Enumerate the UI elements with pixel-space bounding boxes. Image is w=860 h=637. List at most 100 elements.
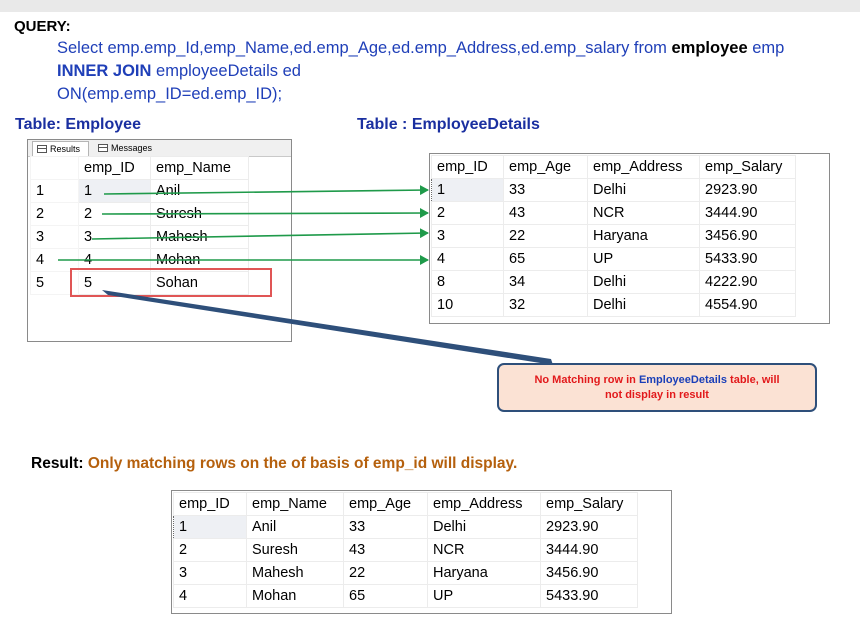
table-cell[interactable]: UP xyxy=(427,584,541,608)
table-cell[interactable]: 2 xyxy=(78,202,151,226)
query-alias: emp xyxy=(747,39,785,57)
column-header[interactable]: emp_Age xyxy=(503,155,588,179)
column-header[interactable]: emp_Age xyxy=(343,492,428,516)
table-cell[interactable]: 22 xyxy=(503,224,588,248)
table-cell[interactable]: 32 xyxy=(503,293,588,317)
table-cell[interactable]: 3 xyxy=(431,224,504,248)
table-cell[interactable]: 5433.90 xyxy=(699,247,796,271)
table-cell[interactable]: Haryana xyxy=(587,224,700,248)
table-cell[interactable]: 65 xyxy=(343,584,428,608)
table-row[interactable]: 8 34 Delhi 4222.90 xyxy=(431,270,796,294)
unmatched-row-highlight xyxy=(70,268,272,297)
table-cell[interactable]: Anil xyxy=(246,515,344,539)
table-cell[interactable]: Delhi xyxy=(587,293,700,317)
table-row[interactable]: 2 2 Suresh xyxy=(30,202,249,226)
table-cell[interactable]: 2 xyxy=(173,538,247,562)
table-cell[interactable]: 4 xyxy=(173,584,247,608)
row-number: 3 xyxy=(30,225,79,249)
tab-messages[interactable]: Messages xyxy=(94,141,158,156)
tab-results[interactable]: Results xyxy=(32,141,89,156)
table-row[interactable]: 2 43 NCR 3444.90 xyxy=(431,201,796,225)
result-grid-header: emp_ID emp_Name emp_Age emp_Address emp_… xyxy=(173,492,638,516)
table-cell[interactable]: NCR xyxy=(587,201,700,225)
employee-grid-header: emp_ID emp_Name xyxy=(30,156,249,180)
query-select-text: Select emp.emp_Id,emp_Name,ed.emp_Age,ed… xyxy=(57,39,672,57)
table-cell[interactable]: 3444.90 xyxy=(699,201,796,225)
column-header[interactable]: emp_Address xyxy=(427,492,541,516)
table-row[interactable]: 1 Anil 33 Delhi 2923.90 xyxy=(173,515,638,539)
callout-text-end: not display in result xyxy=(605,389,709,401)
table-cell[interactable]: 8 xyxy=(431,270,504,294)
table-cell[interactable]: 2923.90 xyxy=(699,178,796,202)
table-cell[interactable]: Mahesh xyxy=(246,561,344,585)
table-cell[interactable]: Mohan xyxy=(246,584,344,608)
column-header[interactable]: emp_ID xyxy=(173,492,247,516)
column-header[interactable]: emp_Address xyxy=(587,155,700,179)
table-cell[interactable]: 2 xyxy=(431,201,504,225)
column-header[interactable]: emp_Name xyxy=(150,156,249,180)
employee-table-caption: Table: Employee xyxy=(15,116,141,133)
table-cell[interactable]: 22 xyxy=(343,561,428,585)
top-strip xyxy=(0,0,860,12)
column-header[interactable]: emp_Salary xyxy=(540,492,638,516)
table-row[interactable]: 3 3 Mahesh xyxy=(30,225,249,249)
table-cell[interactable]: Mahesh xyxy=(150,225,249,249)
table-cell[interactable]: Suresh xyxy=(150,202,249,226)
table-cell[interactable]: UP xyxy=(587,247,700,271)
table-row[interactable]: 4 Mohan 65 UP 5433.90 xyxy=(173,584,638,608)
row-number-header xyxy=(30,156,79,180)
table-cell[interactable]: 4222.90 xyxy=(699,270,796,294)
table-row[interactable]: 3 Mahesh 22 Haryana 3456.90 xyxy=(173,561,638,585)
result-tab-bar: Results Messages xyxy=(28,140,291,157)
table-row[interactable]: 3 22 Haryana 3456.90 xyxy=(431,224,796,248)
messages-icon xyxy=(98,144,108,152)
table-cell[interactable]: Delhi xyxy=(587,270,700,294)
table-cell[interactable]: 3456.90 xyxy=(540,561,638,585)
no-match-callout: No Matching row in EmployeeDetails table… xyxy=(497,363,817,412)
query-inner-join: INNER JOIN xyxy=(57,62,152,80)
table-cell[interactable]: 1 xyxy=(173,515,247,539)
table-cell[interactable]: 33 xyxy=(503,178,588,202)
table-cell[interactable]: 3456.90 xyxy=(699,224,796,248)
table-cell[interactable]: Haryana xyxy=(427,561,541,585)
table-cell[interactable]: 34 xyxy=(503,270,588,294)
table-cell[interactable]: 43 xyxy=(503,201,588,225)
table-cell[interactable]: 3 xyxy=(78,225,151,249)
table-cell[interactable]: 3444.90 xyxy=(540,538,638,562)
column-header[interactable]: emp_ID xyxy=(431,155,504,179)
table-row[interactable]: 1 1 Anil xyxy=(30,179,249,203)
table-cell[interactable]: Delhi xyxy=(587,178,700,202)
details-grid-header: emp_ID emp_Age emp_Address emp_Salary xyxy=(431,155,796,179)
query-label: QUERY: xyxy=(14,18,71,35)
table-cell[interactable]: 1 xyxy=(78,179,151,203)
table-row[interactable]: 4 65 UP 5433.90 xyxy=(431,247,796,271)
table-cell[interactable]: Anil xyxy=(150,179,249,203)
tab-results-label: Results xyxy=(50,144,81,154)
tab-messages-label: Messages xyxy=(111,143,153,153)
table-cell[interactable]: 1 xyxy=(431,178,504,202)
table-cell[interactable]: 4 xyxy=(431,247,504,271)
table-row[interactable]: 2 Suresh 43 NCR 3444.90 xyxy=(173,538,638,562)
row-number: 2 xyxy=(30,202,79,226)
table-cell[interactable]: 65 xyxy=(503,247,588,271)
table-cell[interactable]: Suresh xyxy=(246,538,344,562)
result-description: Only matching rows on the of basis of em… xyxy=(87,455,518,472)
table-cell[interactable]: 3 xyxy=(173,561,247,585)
table-cell[interactable]: Delhi xyxy=(427,515,541,539)
table-row[interactable]: 10 32 Delhi 4554.90 xyxy=(431,293,796,317)
table-cell[interactable]: 5433.90 xyxy=(540,584,638,608)
table-cell[interactable]: 4554.90 xyxy=(699,293,796,317)
column-header[interactable]: emp_Salary xyxy=(699,155,796,179)
table-row[interactable]: 1 33 Delhi 2923.90 xyxy=(431,178,796,202)
table-cell[interactable]: 33 xyxy=(343,515,428,539)
table-cell[interactable]: 10 xyxy=(431,293,504,317)
column-header[interactable]: emp_ID xyxy=(78,156,151,180)
row-number: 1 xyxy=(30,179,79,203)
query-line-join: INNER JOIN employeeDetails ed xyxy=(57,62,301,81)
column-header[interactable]: emp_Name xyxy=(246,492,344,516)
table-cell[interactable]: 2923.90 xyxy=(540,515,638,539)
table-cell[interactable]: 43 xyxy=(343,538,428,562)
callout-text-middle: table, will xyxy=(726,374,780,386)
details-grid: emp_ID emp_Age emp_Address emp_Salary 1 … xyxy=(431,155,796,317)
table-cell[interactable]: NCR xyxy=(427,538,541,562)
